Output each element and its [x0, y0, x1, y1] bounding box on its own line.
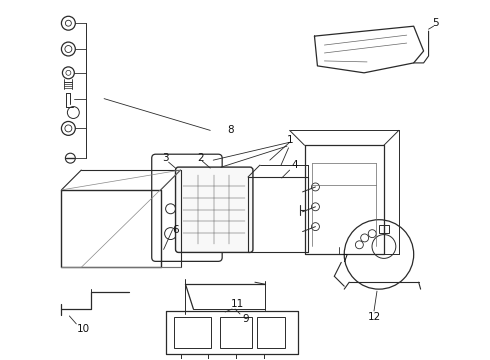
Text: 8: 8	[227, 125, 233, 135]
Text: 9: 9	[243, 314, 249, 324]
Text: 10: 10	[77, 324, 90, 334]
Text: 12: 12	[368, 312, 381, 322]
Text: 7: 7	[341, 255, 347, 264]
Text: 3: 3	[162, 153, 169, 163]
Bar	[379, 225, 389, 233]
Text: 2: 2	[197, 153, 204, 163]
Text: 1: 1	[286, 135, 293, 145]
Text: 11: 11	[230, 299, 244, 309]
FancyBboxPatch shape	[175, 167, 253, 252]
Text: 5: 5	[432, 18, 439, 28]
Text: 4: 4	[291, 160, 298, 170]
Bar	[257, 317, 285, 348]
Bar	[220, 317, 252, 348]
Bar	[173, 317, 211, 348]
Text: 6: 6	[172, 225, 179, 235]
